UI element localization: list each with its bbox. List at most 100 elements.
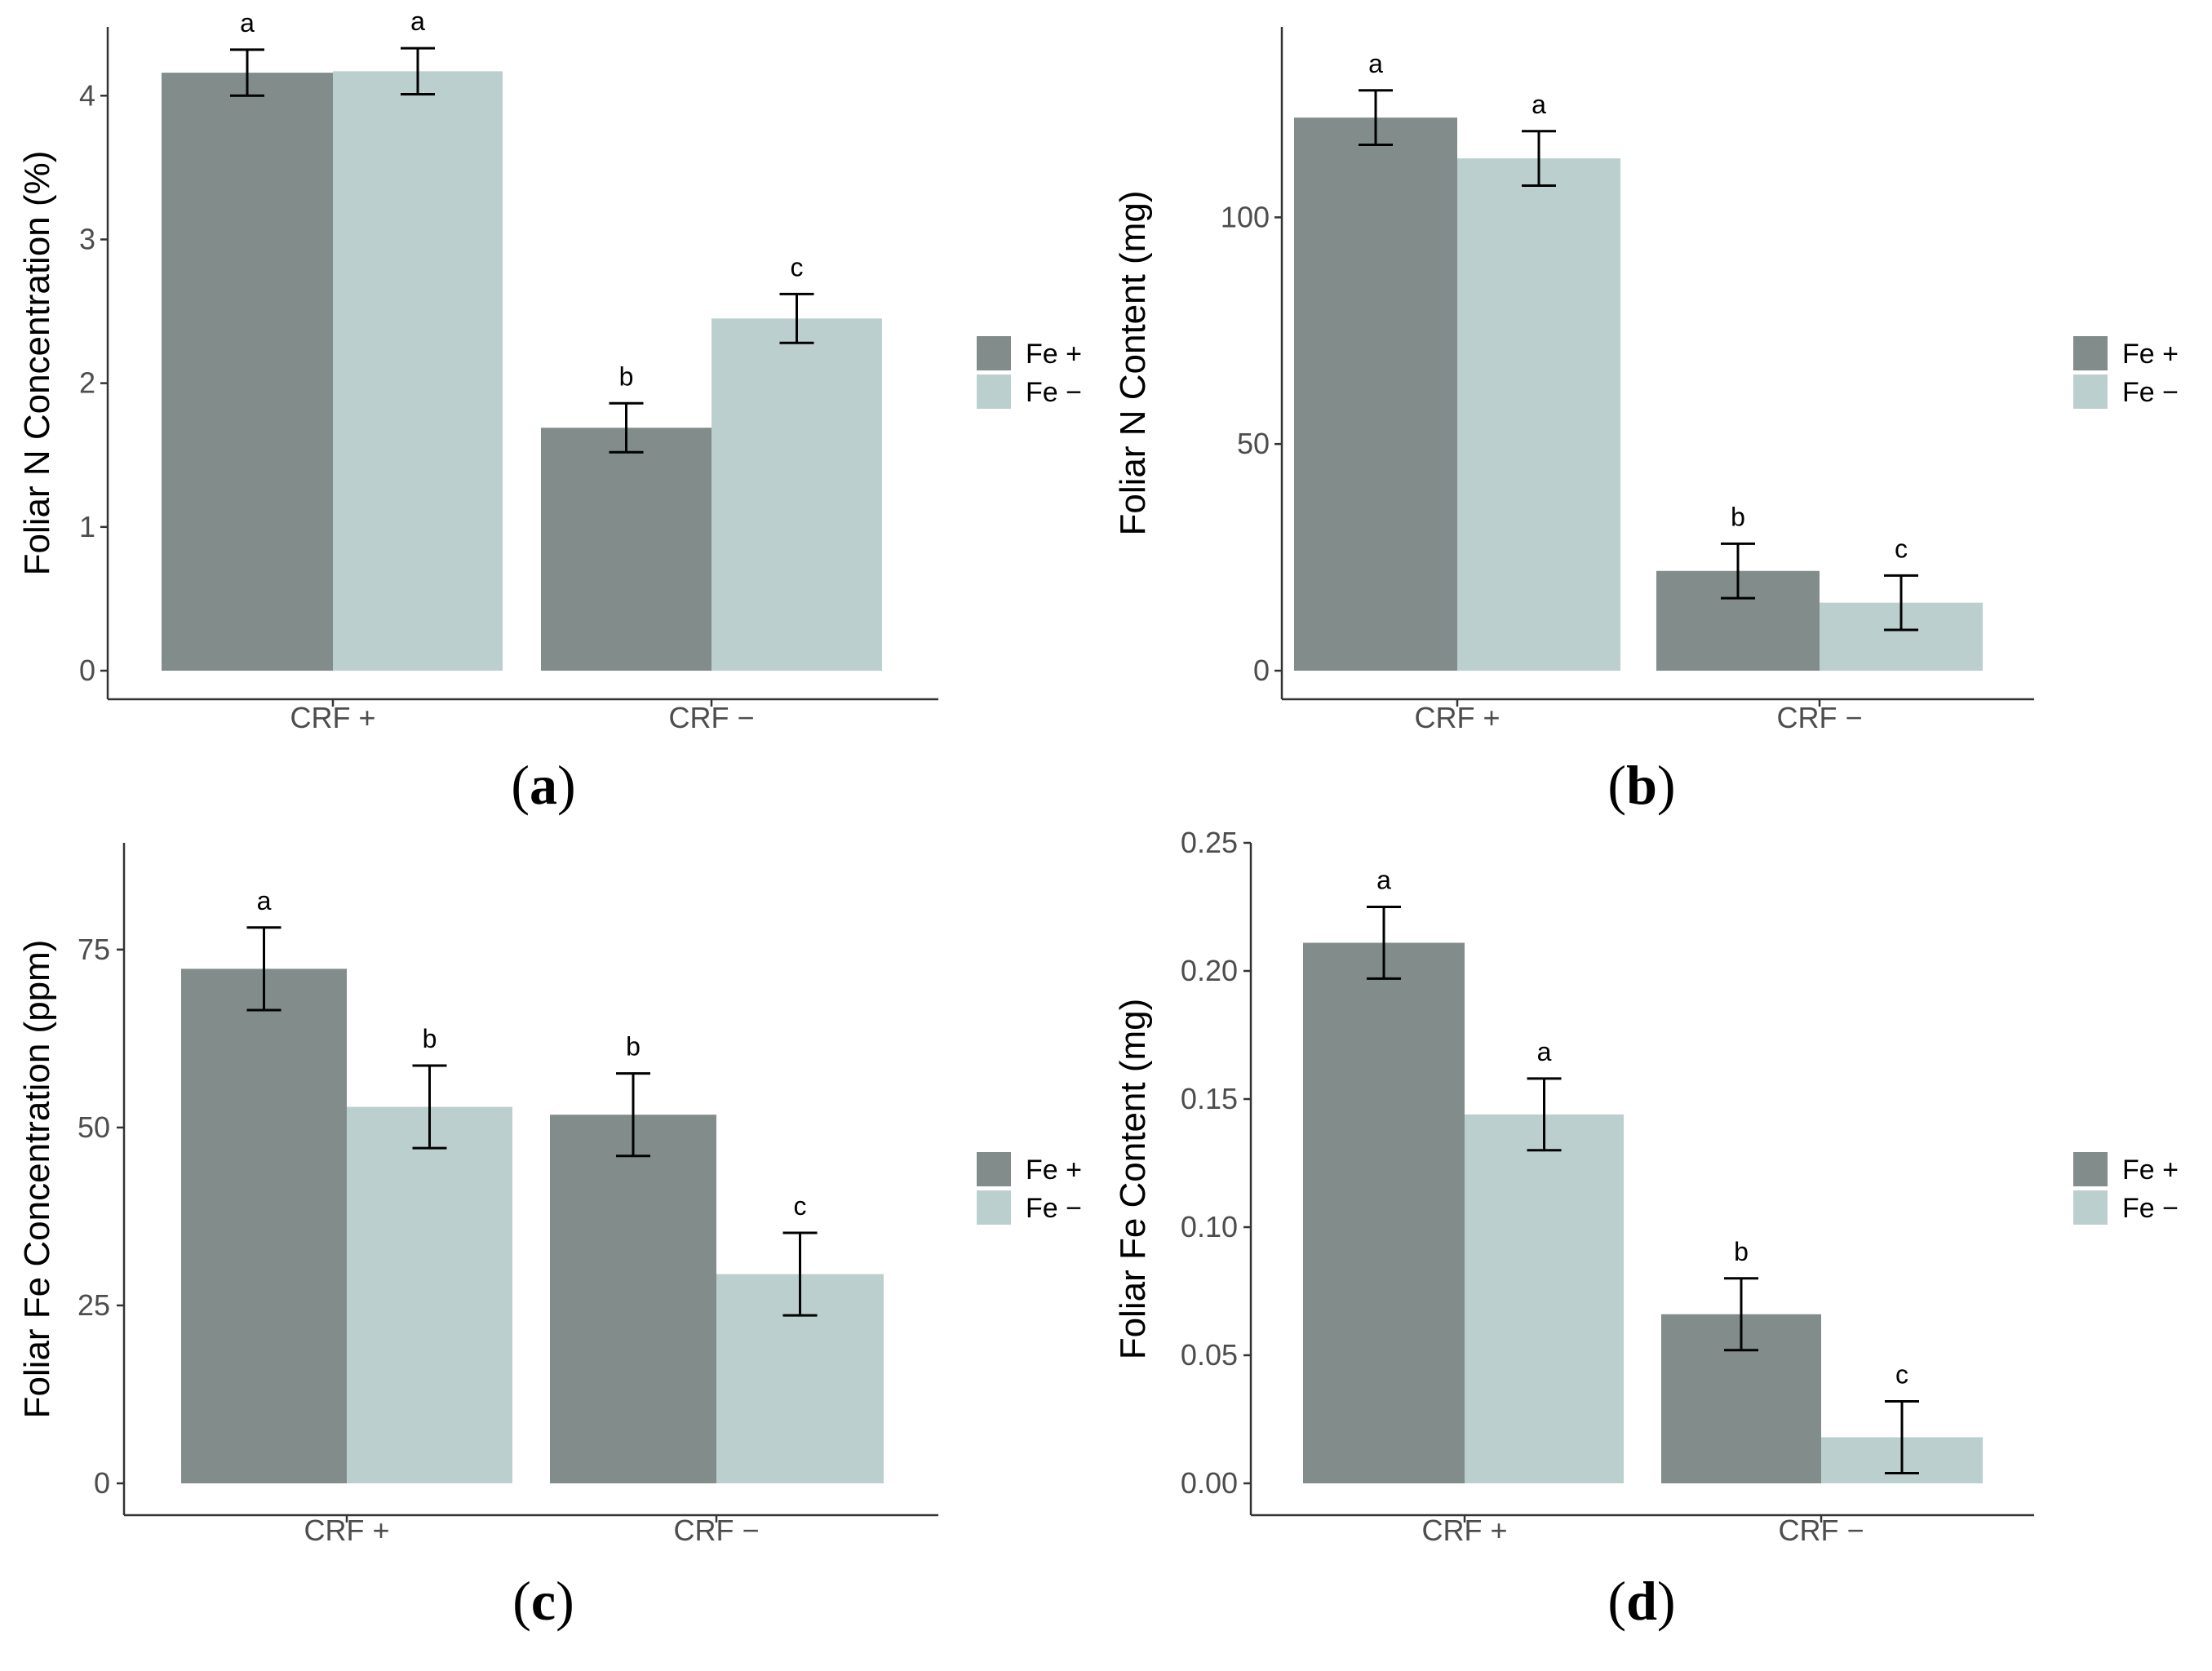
significance-letter-c-0-0: a: [257, 886, 272, 915]
legend-label-fe-plus: Fe +: [1026, 1155, 1082, 1186]
chart-panel-d: a b a c 0.00 0.05 0.10 0.15 0.20 0.25 CRF + CRF − Fo…: [1113, 826, 2179, 1632]
legend-label-fe-minus: Fe −: [1026, 1193, 1082, 1224]
errorbar-c-1-0: [412, 1064, 447, 1150]
y-tick-label-a-1: 1: [79, 510, 95, 543]
errorbar-a-1-1: [779, 292, 814, 344]
bar-a-fe-minus-0: [333, 71, 503, 672]
y-tick-label-a-3: 3: [79, 222, 95, 255]
x-category-label-d-1: CRF −: [1778, 1514, 1864, 1547]
y-tick-label-d-3: 0.15: [1181, 1082, 1238, 1115]
errorbar-b-1-1: [1884, 574, 1918, 632]
errorbar-b-0-0: [1359, 89, 1393, 146]
errorbar-c-0-0: [246, 926, 281, 1012]
panel-label-a: (a): [511, 754, 575, 816]
x-category-label-a-1: CRF −: [668, 701, 754, 734]
y-tick-label-b-0: 0: [1253, 654, 1270, 687]
legend-label-fe-minus: Fe −: [1026, 377, 1082, 408]
panel-label-c: (c): [512, 1570, 574, 1632]
y-axis-title-a: Foliar N Concentration (%): [17, 151, 57, 576]
legend-swatch-fe-plus: [2073, 336, 2108, 370]
errorbar-a-1-0: [401, 47, 435, 96]
bar-a-fe-plus-1: [541, 428, 711, 671]
bar-c-fe-minus-0: [347, 1106, 512, 1483]
bar-c-fe-plus-1: [550, 1115, 716, 1483]
y-tick-label-a-2: 2: [79, 366, 95, 400]
significance-letter-d-0-1: b: [1734, 1237, 1749, 1266]
legend-swatch-fe-minus: [977, 375, 1011, 409]
legend-swatch-fe-minus: [2073, 375, 2108, 409]
errorbar-d-1-0: [1527, 1077, 1562, 1152]
significance-letter-c-1-1: c: [794, 1191, 807, 1221]
significance-letter-c-0-1: b: [626, 1032, 641, 1062]
errorbar-c-1-1: [782, 1231, 818, 1317]
significance-letter-a-1-1: c: [791, 252, 804, 281]
legend-c: Fe + Fe −: [977, 1152, 1082, 1225]
x-category-label-c-0: CRF +: [304, 1514, 389, 1547]
x-category-label-b-1: CRF −: [1776, 701, 1862, 734]
significance-letter-d-1-1: c: [1895, 1360, 1908, 1390]
y-tick-label-b-1: 50: [1237, 427, 1270, 460]
legend-swatch-fe-plus: [2073, 1152, 2108, 1186]
y-tick-label-d-5: 0.25: [1181, 826, 1238, 859]
significance-letter-b-1-1: c: [1895, 534, 1908, 563]
y-tick-label-d-2: 0.10: [1181, 1210, 1238, 1243]
errorbar-d-1-1: [1885, 1400, 1919, 1474]
y-tick-label-c-1: 25: [78, 1288, 110, 1322]
significance-letter-a-0-0: a: [240, 8, 255, 38]
legend-swatch-fe-minus: [977, 1190, 1011, 1225]
errorbar-a-0-1: [609, 401, 644, 454]
legend-swatch-fe-plus: [977, 1152, 1011, 1186]
y-axis-title-c: Foliar Fe Concentration (ppm): [17, 940, 57, 1419]
y-tick-label-a-0: 0: [79, 654, 95, 687]
errorbar-d-0-0: [1367, 906, 1401, 980]
panel-label-b: (b): [1607, 754, 1675, 816]
y-tick-label-c-2: 50: [78, 1110, 110, 1144]
significance-letter-d-0-0: a: [1376, 866, 1391, 895]
bar-b-fe-plus-0: [1294, 117, 1457, 671]
significance-letter-a-1-0: a: [410, 7, 425, 36]
y-tick-label-d-4: 0.20: [1181, 954, 1238, 987]
x-category-label-a-0: CRF +: [290, 701, 375, 734]
significance-letter-a-0-1: b: [619, 361, 634, 391]
bar-b-fe-minus-0: [1457, 158, 1620, 672]
errorbar-b-0-1: [1721, 542, 1755, 600]
panel-label-d: (d): [1607, 1570, 1675, 1632]
bar-a-fe-minus-1: [711, 318, 882, 671]
significance-letter-b-0-1: b: [1731, 502, 1745, 531]
significance-letter-b-0-0: a: [1368, 49, 1383, 78]
legend-swatch-fe-minus: [2073, 1190, 2108, 1225]
errorbar-b-1-0: [1522, 130, 1556, 187]
chart-panel-b: a b a c 0 50 100 CRF + CRF − Foliar N Content (mg…: [1113, 27, 2179, 816]
y-axis-title-d: Foliar Fe Content (mg): [1113, 999, 1153, 1360]
y-tick-label-d-0: 0.00: [1181, 1466, 1238, 1500]
y-tick-label-c-3: 75: [78, 933, 110, 966]
legend-label-fe-plus: Fe +: [1026, 339, 1082, 370]
legend-label-fe-minus: Fe −: [2122, 1193, 2179, 1224]
y-tick-label-a-4: 4: [79, 78, 95, 112]
chart-panel-c: a b b c 0 25 50 75 CRF + CRF − Foliar Fe Concentra…: [17, 843, 1082, 1632]
legend-d: Fe + Fe −: [2073, 1152, 2179, 1225]
y-tick-label-c-0: 0: [94, 1466, 110, 1500]
x-category-label-c-1: CRF −: [673, 1514, 759, 1547]
x-category-label-b-0: CRF +: [1414, 701, 1500, 734]
bar-c-fe-plus-0: [181, 968, 347, 1483]
legend-a: Fe + Fe −: [977, 336, 1082, 409]
legend-swatch-fe-plus: [977, 336, 1011, 370]
legend-b: Fe + Fe −: [2073, 336, 2179, 409]
y-tick-label-d-1: 0.05: [1181, 1338, 1238, 1372]
x-category-label-d-0: CRF +: [1421, 1514, 1507, 1547]
legend-label-fe-plus: Fe +: [2122, 339, 2179, 370]
significance-letter-d-1-0: a: [1537, 1037, 1552, 1066]
bar-d-fe-plus-0: [1303, 942, 1465, 1483]
errorbar-d-0-1: [1724, 1277, 1758, 1352]
y-axis-title-b: Foliar N Content (mg): [1113, 190, 1153, 535]
errorbar-c-0-1: [616, 1072, 650, 1158]
significance-letter-b-1-0: a: [1532, 90, 1546, 119]
bar-d-fe-minus-0: [1465, 1114, 1624, 1483]
errorbar-a-0-0: [230, 48, 264, 97]
legend-label-fe-minus: Fe −: [2122, 377, 2179, 408]
bar-a-fe-plus-0: [162, 73, 333, 671]
y-tick-label-b-2: 100: [1221, 200, 1270, 233]
chart-panel-a: a b a c 0 1 2 3 4 CRF + CRF − Foliar N Concentratio…: [17, 7, 1082, 816]
